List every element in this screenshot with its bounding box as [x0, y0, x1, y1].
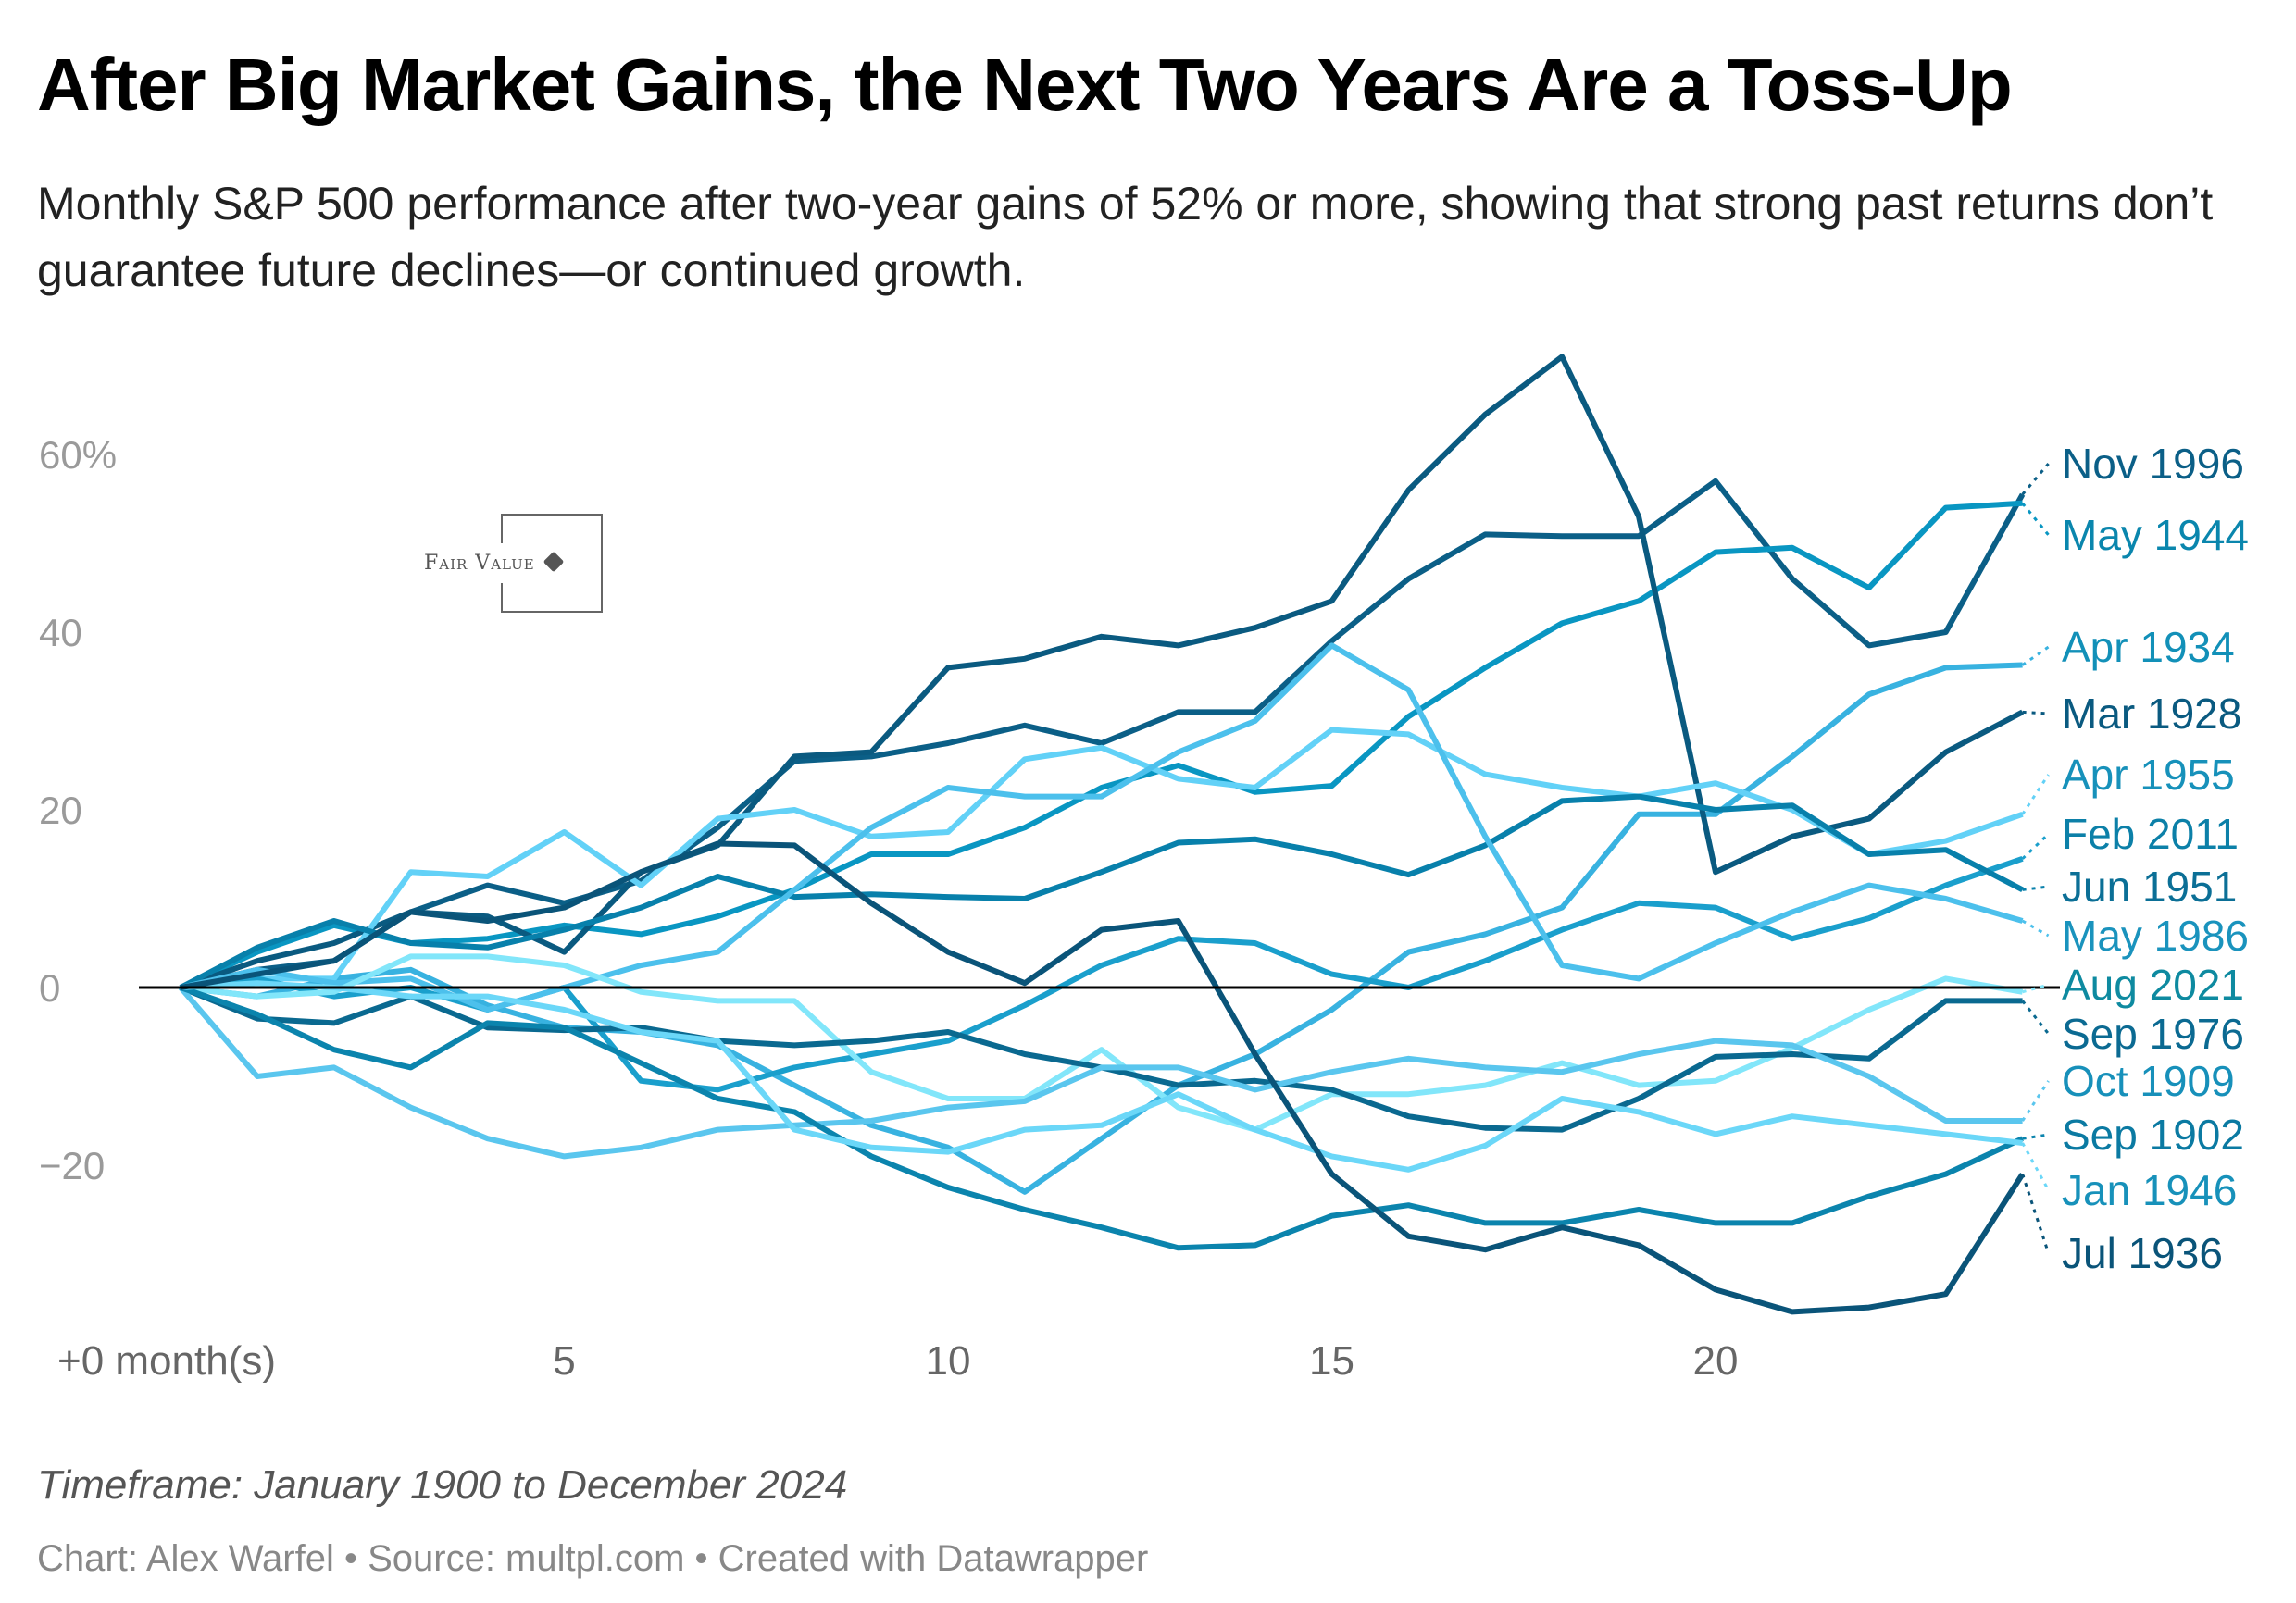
x-axis: +0 month(s) 5 10 15 20 [57, 1338, 1738, 1384]
series-label: Sep 1976 [2062, 1010, 2244, 1058]
series-line-jul-1936 [180, 840, 2026, 1315]
chart-title: After Big Market Gains, the Next Two Yea… [37, 43, 2013, 126]
series-label: Jul 1936 [2062, 1229, 2223, 1277]
label-connector [2022, 1133, 2049, 1140]
x-tick-label: 15 [1309, 1338, 1354, 1384]
y-tick-label: 20 [39, 789, 82, 832]
credits: Chart: Alex Warfel • Source: multpl.com … [37, 1538, 1148, 1580]
credit-source[interactable]: Source: multpl.com [368, 1538, 685, 1579]
separator: • [684, 1538, 718, 1579]
series-labels: Nov 1996 May 1944 Apr 1934 Mar 1928 Apr 1955… [2021, 440, 2249, 1277]
label-connector [2021, 645, 2050, 666]
credit-chart: Chart: Alex Warfel [37, 1538, 334, 1579]
label-connector [2021, 463, 2050, 496]
series-label: Apr 1934 [2062, 623, 2235, 671]
series-label: Jun 1951 [2062, 863, 2237, 911]
series-line-mar-1928 [180, 354, 2024, 990]
series-line-sep-1976 [179, 985, 2023, 1133]
series-label: Sep 1902 [2062, 1111, 2244, 1159]
x-tick-label: 10 [926, 1338, 971, 1384]
series-label: Jan 1946 [2062, 1166, 2237, 1214]
series-label: Aug 2021 [2062, 961, 2244, 1009]
series-line-may-1986 [180, 642, 2024, 1013]
series-lines [178, 354, 2026, 1315]
series-label: May 1944 [2062, 511, 2249, 559]
series-line-apr-1934 [180, 662, 2023, 1195]
series-label: Apr 1955 [2062, 751, 2235, 799]
label-connector [2021, 774, 2050, 815]
series-label: Nov 1996 [2062, 440, 2244, 488]
series-line-aug-2021 [180, 953, 2024, 1133]
y-axis: 60% 40 20 0 −20 [39, 433, 117, 1187]
timeframe-note: Timeframe: January 1900 to December 2024 [37, 1462, 848, 1508]
series-label: Feb 2011 [2062, 810, 2239, 858]
credit-tool[interactable]: Created with Datawrapper [718, 1538, 1149, 1579]
y-tick-label: 60% [39, 433, 117, 477]
series-line-sep-1902 [180, 985, 2024, 1251]
x-tick-label: 20 [1693, 1338, 1739, 1384]
label-connector [2021, 502, 2050, 536]
y-tick-label: 0 [39, 966, 60, 1010]
series-label: May 1986 [2062, 912, 2249, 960]
series-line-may-1944 [179, 500, 2023, 990]
label-connector [2022, 710, 2049, 715]
x-tick-label: 5 [553, 1338, 575, 1384]
x-tick-label: +0 month(s) [57, 1338, 276, 1384]
y-tick-label: −20 [39, 1144, 105, 1187]
fair-value-logo: Fair Value [424, 552, 535, 575]
series-line-jan-1946 [180, 980, 2023, 1173]
series-line-nov-1996 [180, 478, 2026, 990]
label-connector [2021, 919, 2050, 938]
label-connector [2022, 885, 2049, 891]
label-connector [2021, 832, 2050, 860]
logo-frame [501, 514, 603, 613]
label-connector [2021, 1000, 2050, 1035]
series-label: Oct 1909 [2062, 1057, 2235, 1105]
series-line-oct-1909 [178, 986, 2023, 1160]
chart-subtitle: Monthly S&P 500 performance after two-ye… [37, 178, 2214, 296]
y-tick-label: 40 [39, 611, 82, 654]
label-connector [2021, 1080, 2050, 1122]
series-line-jun-1951 [179, 793, 2024, 990]
series-label: Mar 1928 [2062, 690, 2241, 738]
separator: • [333, 1538, 368, 1579]
series-line-apr-1955 [180, 727, 2024, 990]
